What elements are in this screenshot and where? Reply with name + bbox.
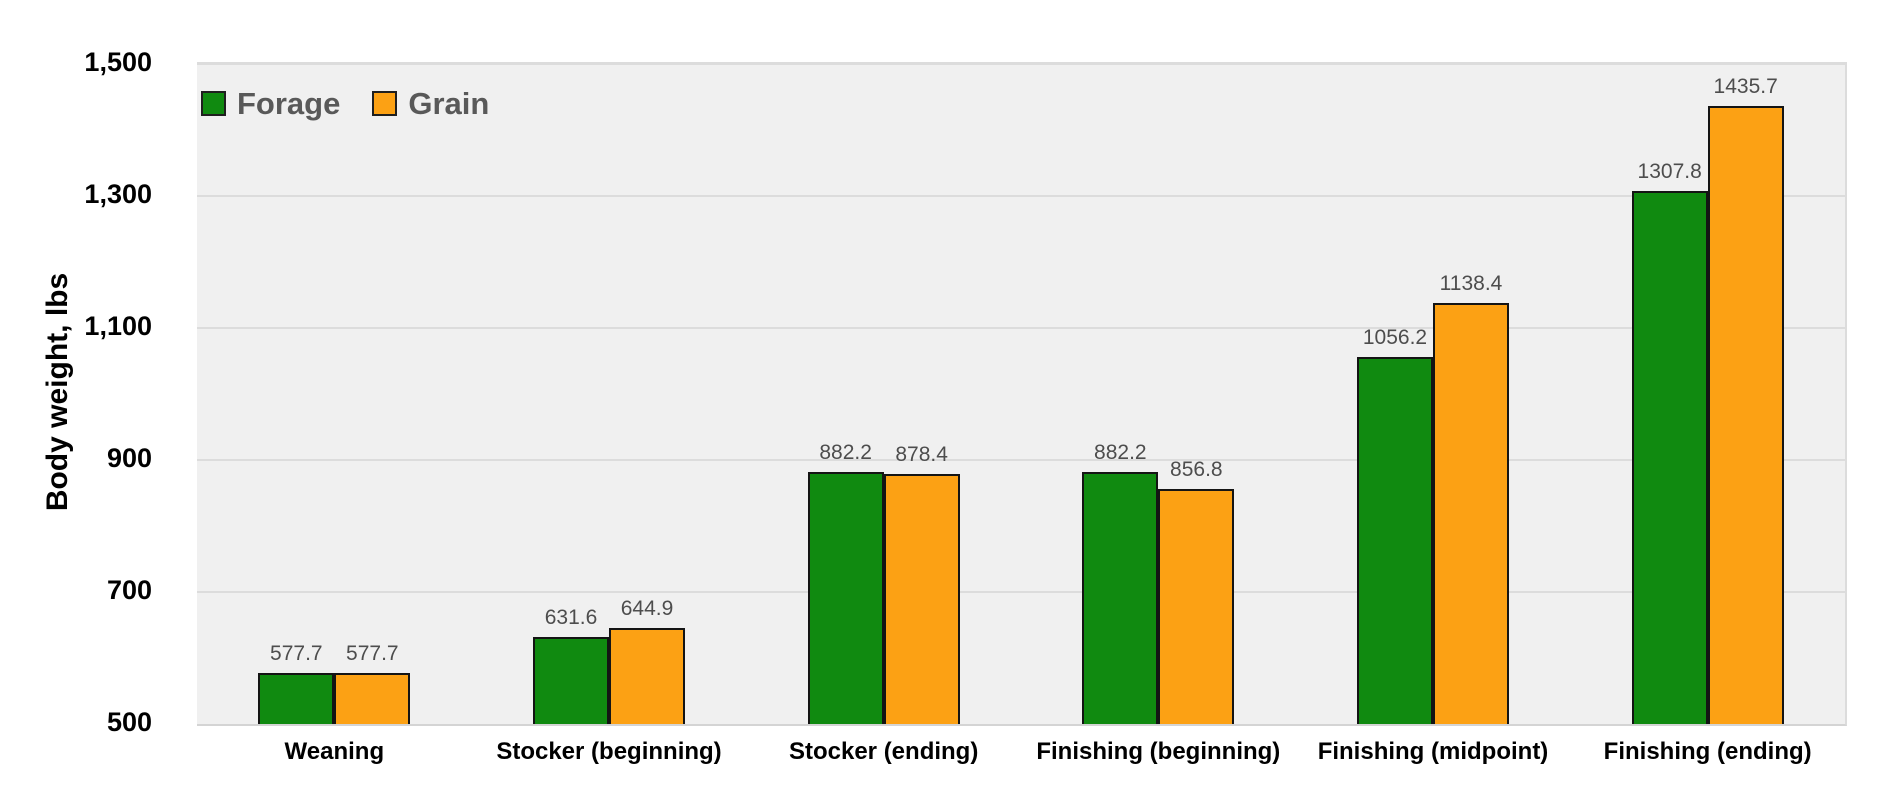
y-tick-label: 500 (106, 707, 152, 737)
legend: Forage Grain (201, 88, 489, 119)
legend-item-forage: Forage (201, 88, 340, 119)
gridline (197, 591, 1845, 593)
grain-swatch-icon (372, 91, 398, 116)
gridline (197, 327, 1845, 329)
y-tick-label: 1,300 (84, 179, 152, 209)
bar-value-label: 1056.2 (1362, 325, 1428, 349)
bar-grain (1158, 488, 1235, 724)
forage-swatch-icon (201, 91, 226, 116)
bar-forage (258, 672, 335, 724)
gridline (197, 459, 1845, 461)
legend-item-grain: Grain (372, 88, 489, 119)
bar-forage (533, 637, 609, 724)
x-category-label: Stocker (beginning) (496, 738, 722, 765)
legend-label-forage: Forage (237, 86, 341, 121)
bar-value-label: 644.9 (620, 597, 674, 621)
x-category-label: Finishing (ending) (1603, 738, 1812, 765)
y-tick-label: 900 (106, 443, 152, 473)
y-tick-label: 1,500 (84, 47, 152, 77)
bar-forage (1082, 471, 1159, 724)
x-category-label: Weaning (284, 738, 385, 765)
bar-forage (807, 471, 884, 724)
gridline (197, 63, 1845, 65)
bar-value-label: 631.6 (544, 606, 598, 630)
gridline (197, 195, 1845, 197)
bar-grain (334, 672, 411, 724)
bar-value-label: 882.2 (819, 440, 872, 464)
bar-grain (609, 628, 685, 724)
x-category-label: Finishing (midpoint) (1317, 738, 1549, 765)
y-tick-label: 700 (106, 575, 152, 605)
bar-grain (1707, 106, 1784, 724)
bar-forage (1631, 190, 1708, 724)
bar-value-label: 1307.8 (1637, 159, 1702, 183)
y-tick-label: 1,100 (84, 311, 152, 341)
x-category-label: Stocker (ending) (788, 738, 979, 765)
bar-value-label: 1138.4 (1439, 271, 1503, 295)
plot-area: 577.7 577.7 631.6 644.9 882.2 878.4 882.2 856.8… (197, 62, 1847, 726)
legend-label-grain: Grain (408, 86, 490, 121)
bar-forage (1357, 356, 1433, 724)
bar-value-label: 856.8 (1170, 457, 1223, 481)
bar-value-label: 577.7 (270, 641, 323, 665)
bar-value-label: 882.2 (1094, 440, 1147, 464)
x-category-label: Finishing (beginning) (1036, 738, 1281, 765)
bar-grain (1433, 302, 1509, 724)
bar-value-label: 577.7 (346, 641, 399, 665)
bar-value-label: 1435.7 (1713, 75, 1778, 99)
y-axis-title: Body weight, lbs (41, 272, 74, 512)
bar-grain (883, 474, 960, 724)
bar-value-label: 878.4 (895, 443, 948, 467)
